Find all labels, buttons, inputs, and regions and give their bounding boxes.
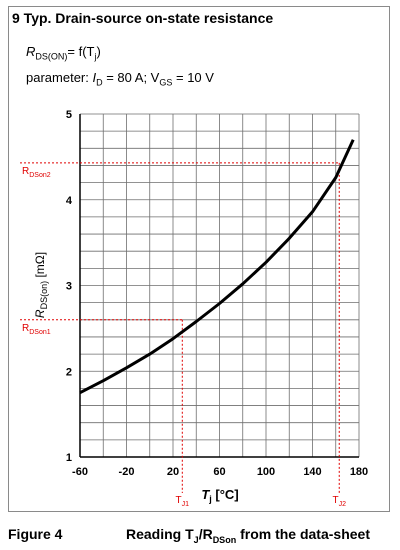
annotation-label-j1: TJ1 [176, 495, 190, 508]
chart-title: 9 Typ. Drain-source on-state resistance [12, 10, 274, 26]
x-tick-label: 180 [350, 466, 368, 478]
chart-parameter: parameter: ID = 80 A; VGS = 10 V [26, 70, 214, 88]
formula-rhs-sub: j [94, 51, 97, 62]
caption-text-a-sub: J [193, 534, 199, 545]
x-tick-label: 60 [213, 466, 225, 478]
annotation-label-j2: TJ2 [332, 495, 346, 508]
formula-lhs: R [26, 44, 36, 59]
chart-panel [8, 6, 390, 512]
param-vgs-sub: GS [159, 77, 173, 88]
caption-number: Figure 4 [8, 526, 63, 542]
y-tick-label: 2 [66, 366, 72, 378]
caption-text-c: from the data-sheet [236, 526, 370, 542]
y-tick-label: 5 [66, 109, 72, 121]
y-axis-label: RDS(on) [mΩ] [33, 252, 49, 318]
annotation-label-dson1: RDSon1 [22, 323, 51, 336]
y-tick-label: 1 [66, 452, 72, 464]
caption-text-b-sub: DSon [212, 534, 237, 545]
param-prefix: parameter: [26, 70, 93, 85]
formula-lhs-sub: DS(ON) [35, 51, 68, 62]
param-id: I [92, 70, 97, 85]
annotation-label-dson2: RDSon2 [22, 166, 51, 179]
caption-text-a: Reading T [126, 526, 194, 542]
x-tick-label: -20 [119, 466, 135, 478]
x-tick-label: 100 [257, 466, 275, 478]
formula-rhs: = f(T [67, 44, 95, 59]
resistance-curve [79, 139, 355, 395]
x-tick-label: 20 [167, 466, 179, 478]
y-tick-label: 4 [66, 195, 73, 207]
x-axis-label: Tj [°C] [201, 487, 238, 504]
param-id-sub: D [96, 77, 103, 88]
param-id-value: = 80 A; V [102, 70, 160, 85]
x-tick-label: 140 [303, 466, 321, 478]
y-tick-label: 3 [66, 281, 72, 293]
caption-text: Reading TJ/RDSon from the data-sheet [126, 526, 370, 545]
x-tick-label: -60 [72, 466, 88, 478]
formula-rhs-end: ) [96, 44, 101, 59]
param-vgs-value: = 10 V [172, 70, 214, 85]
chart-formula: RDS(ON)= f(Tj) [26, 44, 101, 62]
caption-text-b: /R [198, 526, 213, 542]
